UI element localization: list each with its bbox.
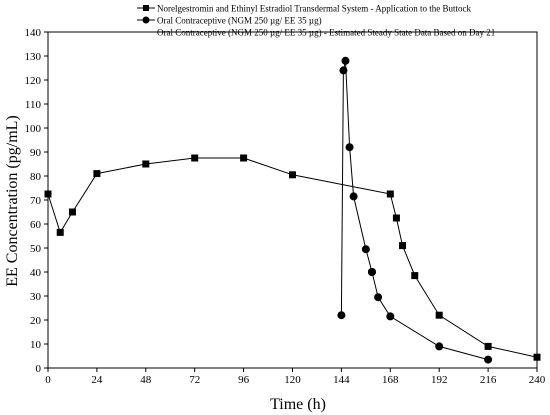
- series-1-point: [44, 190, 52, 198]
- y-tick-label: 90: [30, 147, 42, 159]
- series-2-point: [349, 192, 358, 201]
- x-tick-label: 144: [333, 374, 350, 386]
- x-tick-label: 24: [91, 374, 103, 386]
- x-tick-label: 240: [529, 374, 546, 386]
- series-1-point: [533, 353, 541, 361]
- series-1-point: [399, 242, 407, 250]
- series-3-point: [435, 342, 444, 351]
- series-line-1: [47, 157, 538, 358]
- y-tick-label: 30: [30, 291, 42, 303]
- series-2-point: [337, 311, 346, 320]
- legend-label-2: Oral Contraceptive (NGM 250 µg/ EE 35 µg…: [157, 16, 322, 26]
- series-line-2: [340, 60, 373, 316]
- y-axis-title: EE Concentration (pg/mL): [4, 115, 21, 287]
- x-tick-label: 192: [431, 374, 448, 386]
- plot-area: 0 24 48 72 96 120 144 168 192 216 240 0 10 20 30 40 50 60…: [25, 27, 546, 386]
- series-1-point: [93, 170, 101, 178]
- series-1-point: [56, 228, 64, 236]
- series-2-point: [341, 56, 350, 65]
- y-tick-label: 0: [36, 363, 42, 375]
- y-tick-label: 20: [30, 315, 42, 327]
- series-2-point: [361, 245, 370, 254]
- x-tick-label: 120: [284, 374, 301, 386]
- y-tick-label: 50: [30, 243, 42, 255]
- series-3-point: [374, 293, 383, 302]
- series-2-point: [345, 143, 354, 152]
- y-tick-label: 130: [25, 51, 42, 63]
- series-3-point: [386, 312, 395, 321]
- y-tick-label: 70: [30, 195, 42, 207]
- legend-marker-circle: [142, 16, 150, 24]
- y-tick-label: 80: [30, 171, 42, 183]
- series-1-point: [191, 154, 199, 162]
- y-tick-label: 140: [25, 27, 42, 39]
- legend-label-1: Norelgestromin and Ethinyl Estradiol Tra…: [157, 4, 471, 14]
- y-tick-label: 40: [30, 267, 42, 279]
- y-tick-label: 100: [25, 123, 42, 135]
- series-1-point: [68, 208, 76, 216]
- series-1-point: [392, 214, 400, 222]
- x-tick-label: 96: [238, 374, 250, 386]
- y-tick-label: 60: [30, 219, 42, 231]
- y-tick-label: 10: [30, 339, 42, 351]
- legend: Norelgestromin and Ethinyl Estradiol Tra…: [137, 4, 495, 38]
- series-1-point: [411, 272, 419, 280]
- series-2-point: [339, 66, 348, 75]
- series-1-point: [240, 154, 248, 162]
- series-1-point: [386, 190, 394, 198]
- series-1-point: [484, 342, 492, 350]
- x-tick-label: 72: [189, 374, 200, 386]
- series-1-point: [435, 311, 443, 319]
- plot-frame: [47, 31, 538, 369]
- series-1-point: [142, 160, 150, 168]
- x-tick-label: 216: [480, 374, 497, 386]
- series-3-point: [484, 355, 493, 364]
- x-axis-title: Time (h): [270, 396, 326, 413]
- series-1-point: [289, 171, 296, 179]
- legend-label-3: Oral Contraceptive (NGM 250 µg/ EE 35 µg…: [157, 28, 495, 38]
- y-tick-label: 110: [25, 99, 42, 111]
- x-tick-label: 48: [140, 374, 152, 386]
- x-tick-label: 0: [45, 374, 51, 386]
- y-tick-label: 120: [25, 75, 42, 87]
- x-tick-label: 168: [382, 374, 399, 386]
- series-3-point: [367, 268, 376, 276]
